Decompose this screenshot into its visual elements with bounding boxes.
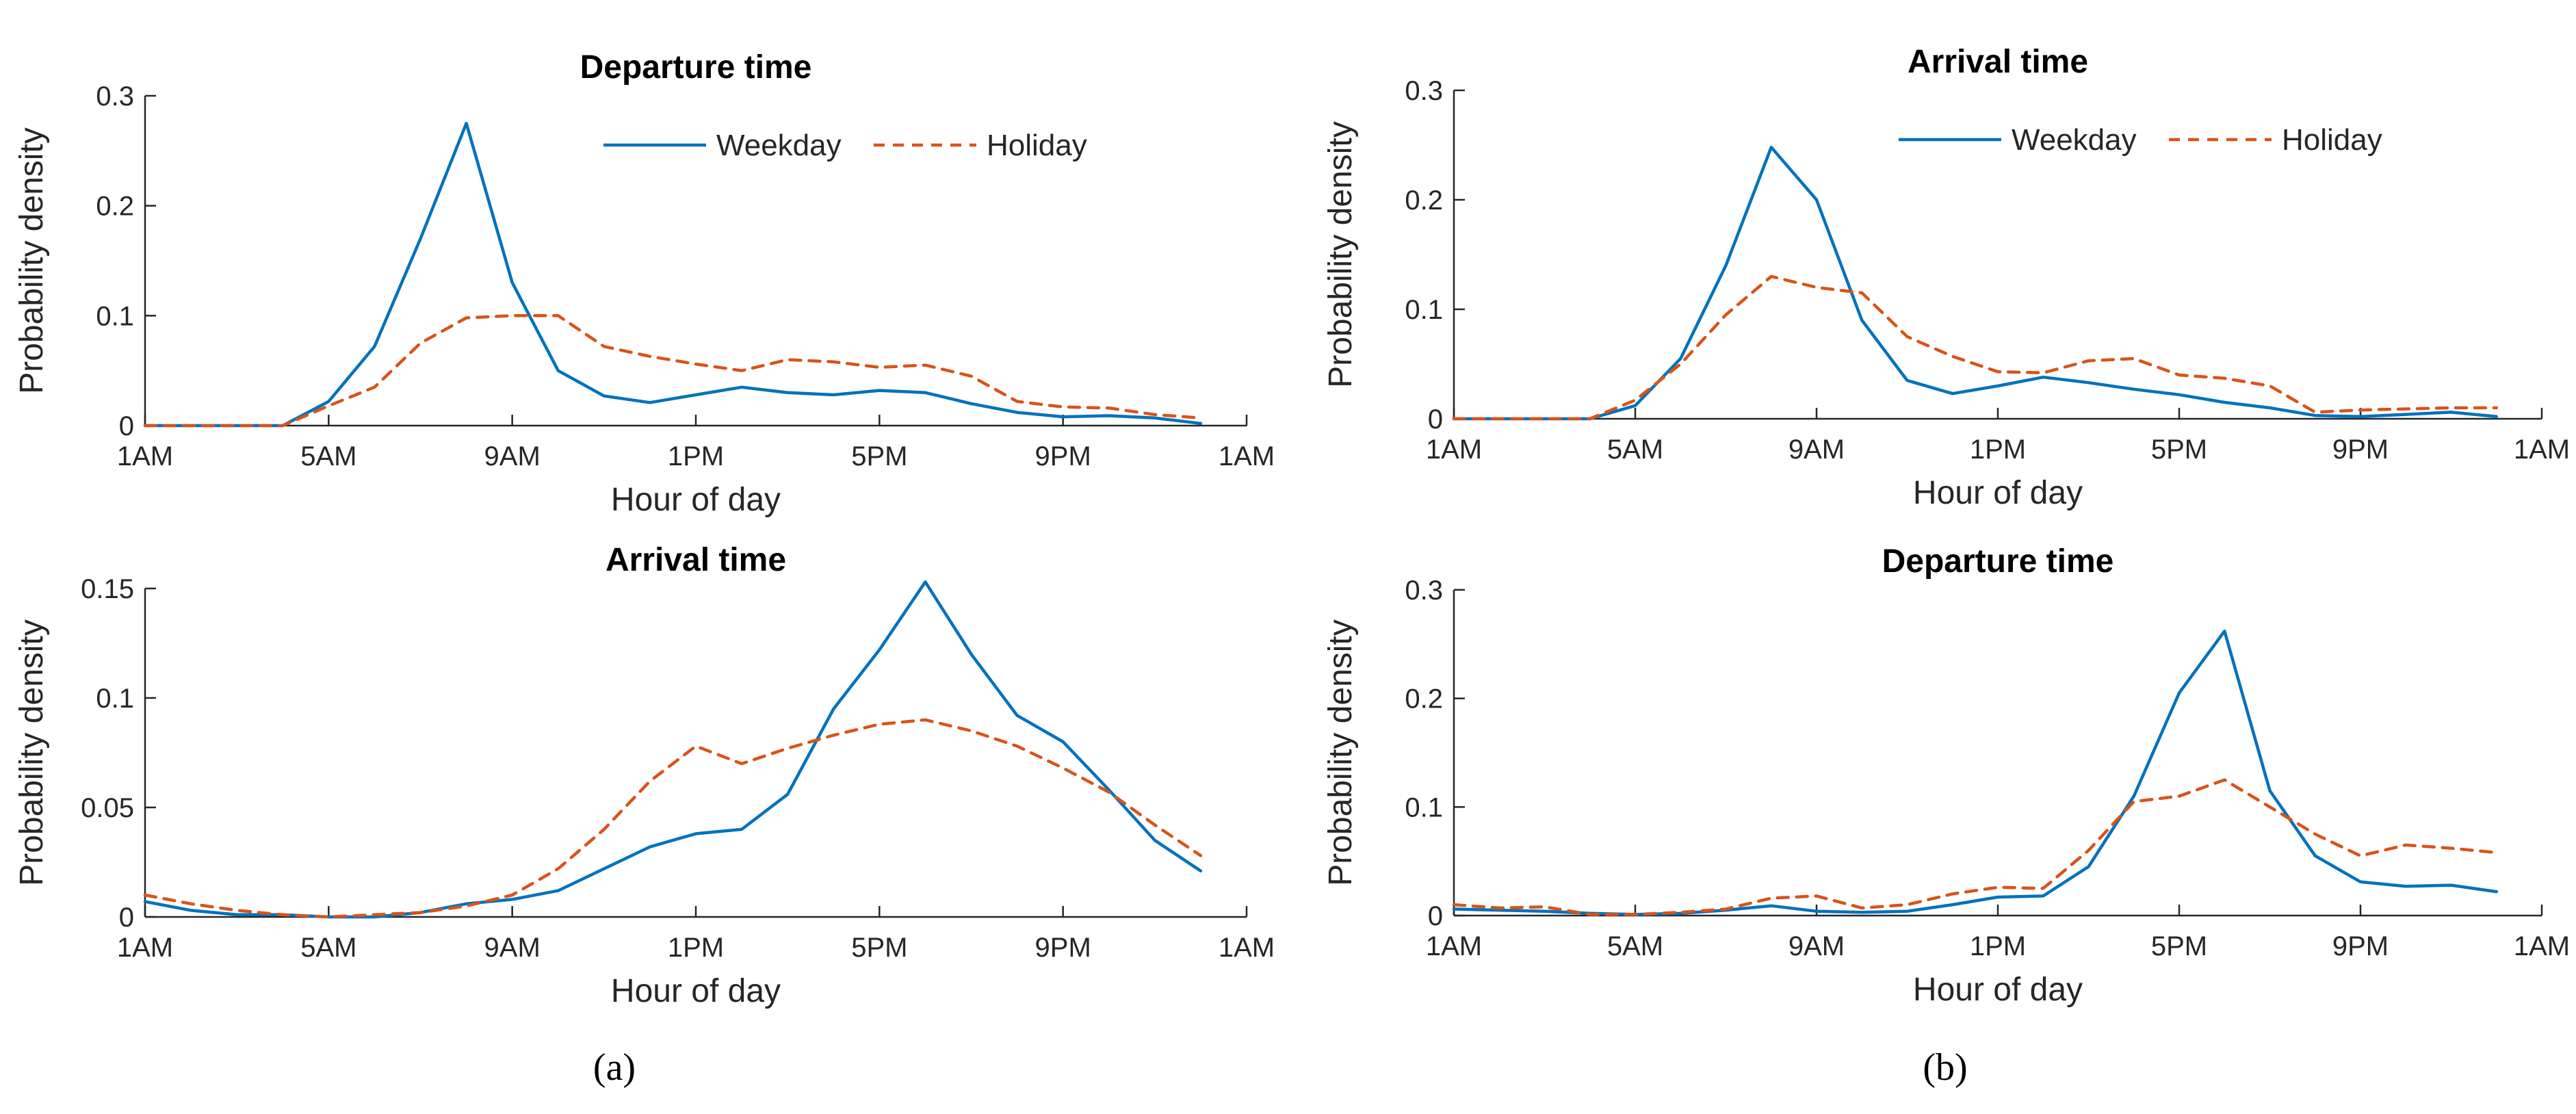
x-tick-label: 9PM: [1035, 933, 1091, 963]
legend: Weekday Holiday: [603, 129, 1087, 162]
y-tick-label: 0: [119, 903, 134, 933]
x-tick-label: 5AM: [1607, 435, 1663, 465]
x-tick-label: 1AM: [2514, 435, 2570, 465]
series-line-holiday: [1452, 274, 2499, 421]
series-line-holiday: [1452, 778, 2499, 916]
chart-b-bottom: 1AM 5AM 9AM 1PM 5PM 9PM 1AM00.10.20.3Departure…: [1323, 543, 2570, 1008]
y-tick-label: 0.2: [1405, 185, 1443, 216]
series-line-weekday: [143, 580, 1203, 919]
chart-a-bottom: 1AM 5AM 9AM 1PM 5PM 9PM 1AM00.050.10.15Arrival…: [14, 542, 1275, 1009]
x-tick-label: 1PM: [668, 933, 724, 963]
chart-title: Departure time: [580, 49, 812, 86]
x-axis-label: Hour of day: [611, 482, 781, 518]
legend-label-holiday: Holiday: [2282, 123, 2382, 157]
x-tick-label: 5PM: [851, 441, 907, 471]
y-axis-label: Probability density: [1323, 121, 1359, 388]
y-tick-label: 0.1: [96, 684, 134, 714]
x-axis-label: Hour of day: [1913, 475, 2083, 511]
x-tick-label: 1AM: [1219, 933, 1275, 963]
chart-title: Arrival time: [606, 542, 786, 578]
legend-label-weekday: Weekday: [2012, 123, 2137, 157]
x-tick-label: 5AM: [1607, 931, 1663, 961]
series-line-weekday: [1452, 145, 2499, 421]
x-tick-label: 9PM: [1035, 441, 1091, 471]
x-axis-label: Hour of day: [1913, 972, 2083, 1008]
y-tick-label: 0.3: [96, 81, 134, 112]
series-line-weekday: [1452, 630, 2499, 916]
x-tick-label: 9AM: [1788, 931, 1845, 961]
y-tick-label: 0: [119, 411, 134, 441]
x-tick-label: 9AM: [1788, 435, 1845, 465]
series-line-weekday: [143, 121, 1203, 428]
y-tick-label: 0.1: [96, 301, 134, 331]
x-tick-label: 5AM: [300, 441, 356, 471]
x-tick-label: 1PM: [668, 441, 724, 471]
y-tick-label: 0.1: [1405, 295, 1443, 325]
series-line-holiday: [143, 718, 1203, 919]
y-tick-label: 0.05: [81, 793, 134, 823]
chart-title: Departure time: [1882, 543, 2114, 580]
y-axis-label: Probability density: [14, 127, 50, 394]
x-tick-label: 1AM: [117, 933, 173, 963]
x-tick-label: 5PM: [851, 933, 907, 963]
x-tick-label: 9AM: [484, 933, 541, 963]
y-tick-label: 0: [1428, 404, 1443, 435]
y-tick-label: 0: [1428, 901, 1443, 931]
x-tick-label: 1AM: [1426, 931, 1482, 961]
legend: Weekday Holiday: [1899, 123, 2382, 157]
x-tick-label: 1AM: [117, 441, 173, 471]
chart-title: Arrival time: [1908, 44, 2088, 80]
x-tick-label: 9PM: [2332, 435, 2389, 465]
x-tick-label: 1AM: [1219, 441, 1275, 471]
x-tick-label: 1AM: [2514, 931, 2570, 961]
y-tick-label: 0.1: [1405, 792, 1443, 822]
y-tick-label: 0.15: [81, 574, 134, 604]
x-axis-label: Hour of day: [611, 973, 781, 1009]
y-tick-label: 0.2: [96, 192, 134, 222]
x-tick-label: 5PM: [2151, 931, 2207, 961]
legend-label-holiday: Holiday: [987, 129, 1087, 162]
caption-b: (b): [1923, 1046, 1967, 1089]
x-tick-label: 1AM: [1426, 435, 1482, 465]
x-tick-label: 5AM: [300, 933, 356, 963]
x-tick-label: 5PM: [2151, 435, 2207, 465]
y-tick-label: 0.3: [1405, 76, 1443, 106]
caption-a: (a): [593, 1046, 636, 1089]
x-tick-label: 1PM: [1970, 435, 2026, 465]
y-tick-label: 0.3: [1405, 575, 1443, 606]
y-axis-label: Probability density: [1323, 619, 1359, 886]
y-axis-label: Probability density: [14, 619, 50, 886]
series-line-holiday: [143, 314, 1203, 428]
x-tick-label: 1PM: [1970, 931, 2026, 961]
x-tick-label: 9PM: [2332, 931, 2389, 961]
x-tick-label: 9AM: [484, 441, 541, 471]
legend-label-weekday: Weekday: [716, 129, 842, 162]
y-tick-label: 0.2: [1405, 684, 1443, 714]
chart-a-top: 1AM 5AM 9AM 1PM 5PM 9PM 1AM00.10.20.3Departure…: [14, 49, 1275, 518]
